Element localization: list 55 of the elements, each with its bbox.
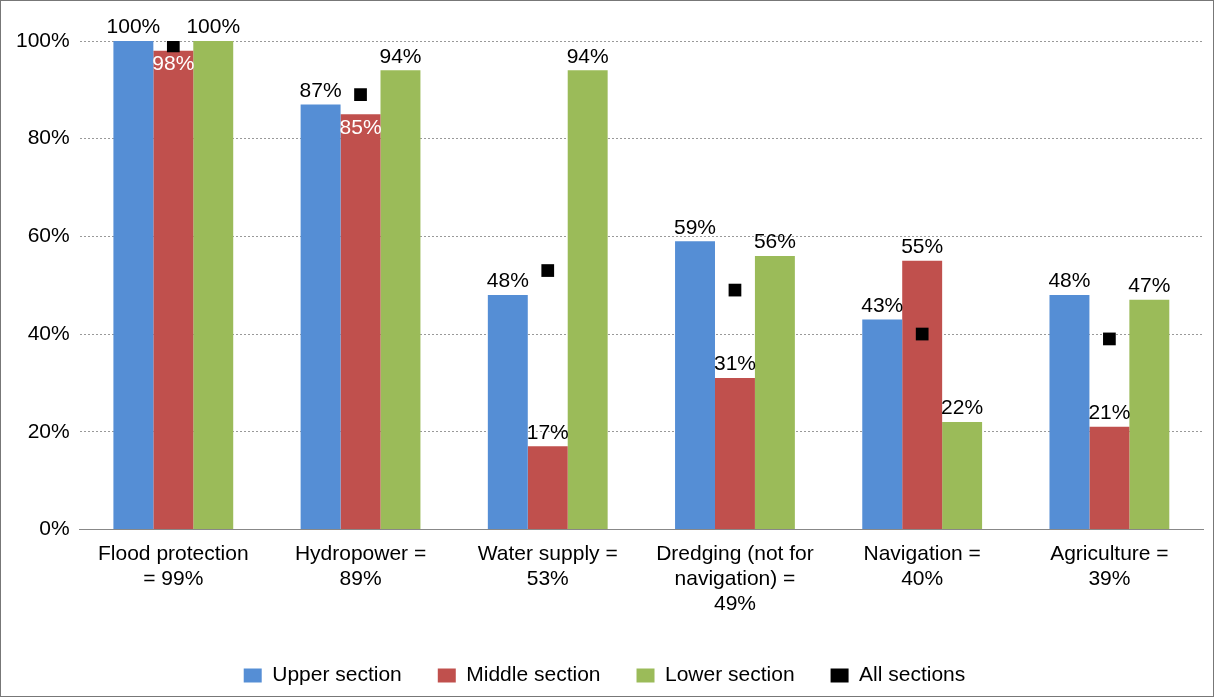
- data-label: 94%: [566, 43, 609, 67]
- data-label: 22%: [941, 395, 984, 419]
- y-tick-label: 60%: [27, 223, 70, 247]
- legend-label: All sections: [859, 662, 966, 686]
- x-tick-label: Dredging (not for navigation) = 49%: [656, 540, 814, 615]
- y-tick-label: 40%: [27, 320, 70, 344]
- data-label: 31%: [713, 351, 756, 375]
- y-tick-label: 100%: [15, 27, 70, 51]
- x-tick-label: Flood protection = 99%: [98, 540, 249, 589]
- point: [1103, 332, 1116, 346]
- data-label: 100%: [106, 14, 161, 38]
- bar: [487, 294, 528, 529]
- y-tick-label: 20%: [27, 418, 70, 442]
- data-label: 48%: [486, 268, 529, 292]
- data-label: 98%: [152, 51, 195, 75]
- data-label: 48%: [1048, 268, 1091, 292]
- data-label: 100%: [186, 14, 241, 38]
- bar: [193, 41, 234, 529]
- bar: [380, 70, 421, 529]
- x-tick-label: Water supply = 53%: [477, 540, 618, 589]
- data-label: 59%: [674, 214, 717, 238]
- data-label: 87%: [299, 77, 342, 101]
- data-label: 47%: [1128, 273, 1171, 297]
- bar: [113, 41, 154, 529]
- bar: [1049, 294, 1090, 529]
- bar: [942, 421, 983, 529]
- bar: [153, 50, 194, 529]
- x-tick-label: Agriculture = 39%: [1050, 540, 1169, 589]
- legend-label: Lower section: [665, 662, 795, 686]
- x-tick-label: Navigation = 40%: [863, 540, 981, 589]
- point: [915, 327, 929, 341]
- bar: [527, 446, 568, 529]
- bar: [340, 114, 381, 529]
- bar: [567, 70, 608, 529]
- bar: [300, 104, 341, 529]
- data-label: 94%: [379, 43, 422, 67]
- bar: [902, 260, 943, 529]
- point: [354, 88, 367, 102]
- bar: [675, 241, 715, 529]
- point: [541, 264, 555, 277]
- data-label: 55%: [901, 234, 944, 258]
- data-label: 17%: [526, 419, 569, 443]
- data-label: 56%: [753, 229, 796, 253]
- data-label: 21%: [1088, 400, 1131, 424]
- bar: [1129, 299, 1170, 529]
- legend-label: Upper section: [272, 662, 402, 686]
- y-tick-label: 80%: [27, 125, 70, 149]
- legend-label: Middle section: [466, 662, 601, 686]
- y-tick-label: 0%: [39, 516, 70, 540]
- bar: [754, 255, 795, 529]
- point: [166, 41, 180, 53]
- x-tick-label: Hydropower = 89%: [294, 540, 427, 589]
- bar: [862, 319, 903, 529]
- bar: [1089, 426, 1130, 529]
- bar: [714, 378, 755, 529]
